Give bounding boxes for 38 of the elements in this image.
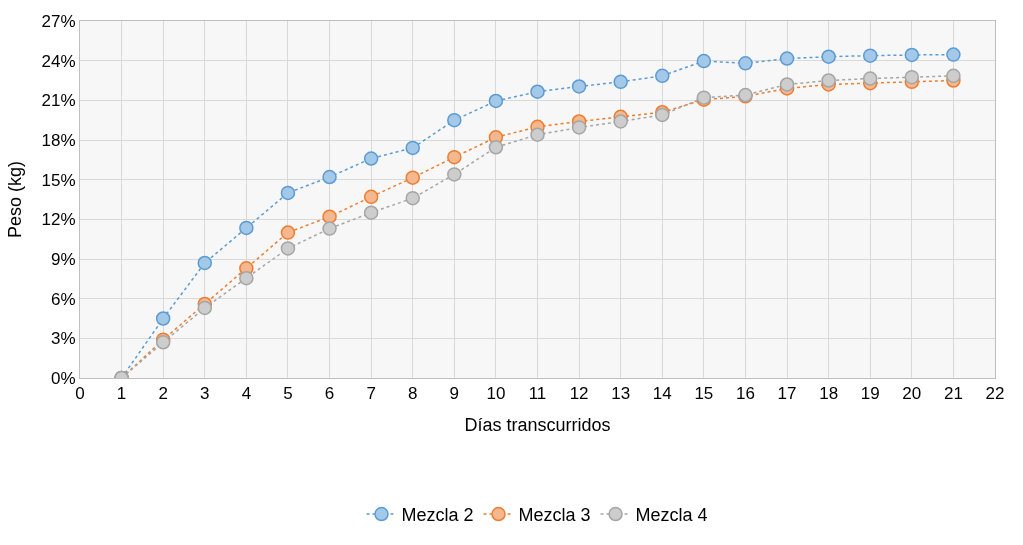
x-tick-label: 5 (283, 384, 293, 404)
x-tick-label: 1 (116, 384, 127, 404)
x-tick-label: 13 (611, 384, 631, 404)
x-tick-label: 14 (652, 384, 672, 404)
y-tick-label: 24% (41, 51, 76, 71)
x-tick-label: 10 (486, 384, 506, 404)
x-tick-label: 4 (241, 384, 252, 404)
y-tick-label: 12% (41, 210, 76, 230)
x-tick-label: 15 (694, 384, 714, 404)
x-tick-label: 19 (860, 384, 880, 404)
y-tick-label: 9% (51, 249, 76, 269)
x-tick-label: 6 (324, 384, 335, 404)
y-axis-title: Peso (kg) (4, 160, 25, 239)
y-tick-label: 0% (51, 368, 76, 388)
legend-label: Mezcla 4 (635, 505, 708, 526)
y-tick-label: 15% (41, 170, 76, 190)
x-tick-label: 12 (569, 384, 589, 404)
x-axis-title: Días transcurridos (464, 414, 611, 435)
x-tick-label: 17 (777, 384, 797, 404)
x-tick-label: 3 (200, 384, 210, 404)
x-tick-label: 18 (819, 384, 839, 404)
x-tick-label: 2 (158, 384, 168, 404)
legend-label: Mezcla 2 (401, 505, 474, 526)
x-tick-label: 20 (902, 384, 922, 404)
x-tick-label: 8 (408, 384, 418, 404)
x-tick-label: 16 (735, 384, 755, 404)
y-tick-label: 3% (51, 329, 76, 349)
x-tick-label: 22 (985, 384, 1005, 404)
x-tick-label: 9 (449, 384, 460, 404)
y-tick-label: 18% (41, 130, 76, 150)
x-tick-label: 21 (943, 384, 963, 404)
legend-label: Mezcla 3 (518, 505, 591, 526)
x-tick-label: 11 (528, 384, 547, 404)
y-tick-label: 6% (51, 289, 76, 309)
x-tick-label: 0 (75, 384, 85, 404)
y-tick-label: 27% (41, 11, 76, 31)
x-tick-label: 7 (366, 384, 376, 404)
y-tick-label: 21% (41, 91, 76, 111)
